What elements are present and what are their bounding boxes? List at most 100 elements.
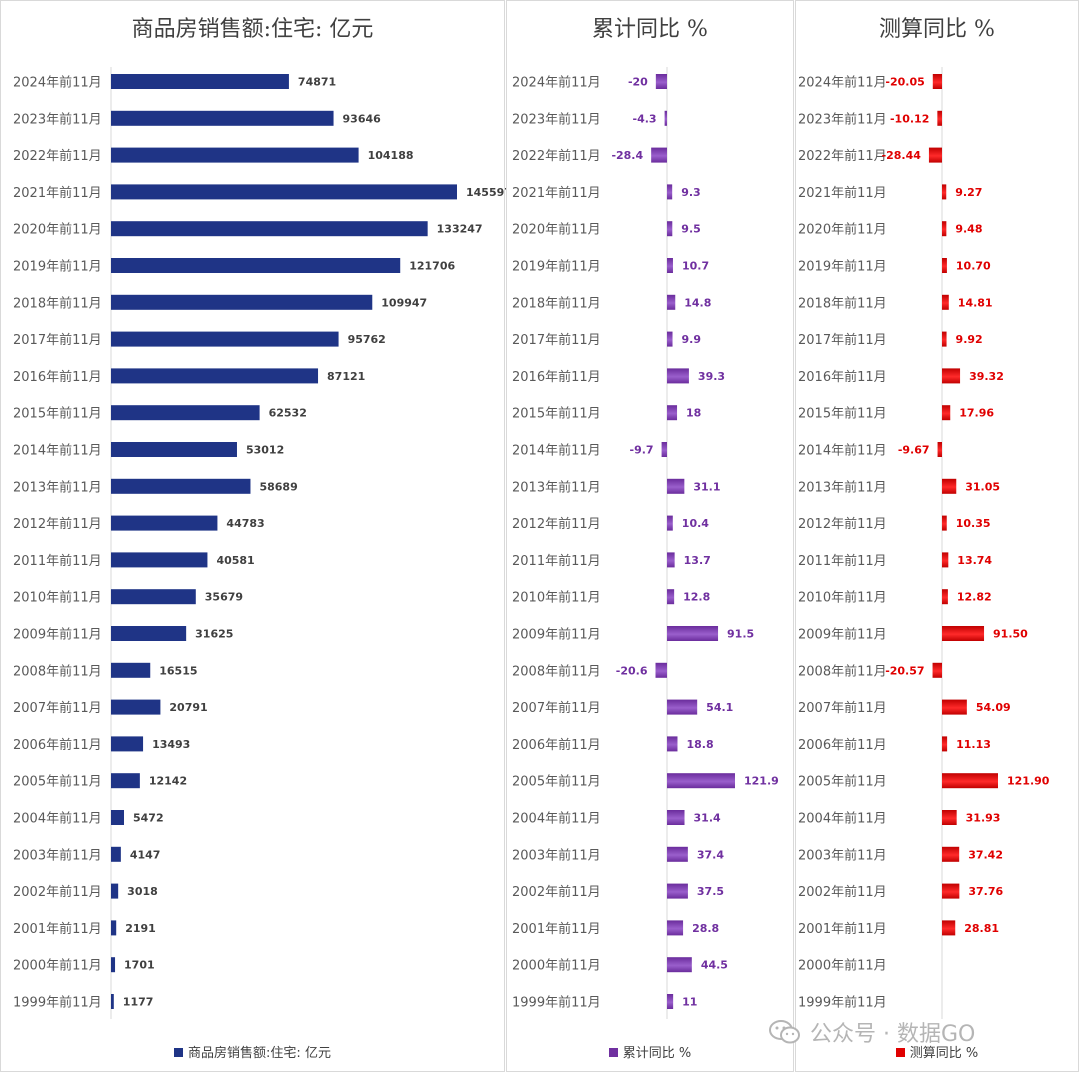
chart0-data-label: 44783 — [226, 517, 264, 530]
chart1-data-label: 91.5 — [727, 628, 754, 641]
chart2-bar — [942, 846, 960, 862]
chart0-bar — [111, 920, 117, 936]
chart0-category-label: 2007年前11月 — [13, 700, 102, 716]
chart1-bar — [667, 699, 698, 715]
chart1-data-label: -4.3 — [633, 112, 657, 125]
chart1-data-label: 39.3 — [698, 370, 725, 383]
chart1-bar — [667, 478, 685, 494]
chart2-data-label: 121.90 — [1007, 775, 1050, 788]
chart2-category-label: 2008年前11月 — [798, 663, 887, 679]
chart0-data-label: 3018 — [127, 885, 158, 898]
watermark-text: 公众号 · 数据GO — [810, 1022, 976, 1047]
chart1-data-label: 14.8 — [684, 296, 711, 309]
chart2-category-label: 2024年前11月 — [798, 75, 887, 91]
chart0-category-label: 2008年前11月 — [13, 663, 102, 679]
chart2-data-label: 31.05 — [965, 480, 1000, 493]
chart0-bar — [111, 552, 208, 568]
chart0-bar — [111, 736, 144, 752]
chart1-category-label: 2015年前11月 — [512, 406, 601, 422]
chart1-category-label: 2011年前11月 — [512, 553, 601, 569]
chart0-category-label: 2005年前11月 — [13, 774, 102, 790]
chart0-bar — [111, 74, 289, 89]
chart1-data-label: 9.5 — [681, 223, 701, 236]
chart2-category-label: 2003年前11月 — [798, 847, 887, 863]
chart0-category-label: 2024年前11月 — [13, 75, 102, 91]
chart1-category-label: 2000年前11月 — [512, 958, 601, 974]
chart2-bar — [942, 883, 960, 899]
chart1-data-label: 121.9 — [744, 775, 779, 788]
calculated-yoy-legend-label: 测算同比 % — [909, 1046, 979, 1061]
chart2-bar — [942, 920, 956, 936]
chart2-bar — [942, 405, 951, 421]
chart2-category-label: 2023年前11月 — [798, 111, 887, 127]
sales-chart-title: 商品房销售额:住宅: 亿元 — [131, 17, 374, 42]
chart2-data-label: 9.27 — [955, 186, 982, 199]
chart1-category-label: 2013年前11月 — [512, 479, 601, 495]
chart2-data-label: 10.70 — [956, 260, 991, 273]
chart0-data-label: 145597 — [466, 186, 506, 199]
chart2-bar — [942, 478, 957, 494]
chart1-category-label: 2004年前11月 — [512, 811, 601, 827]
chart2-data-label: 37.42 — [968, 848, 1003, 861]
chart1-bar — [655, 74, 667, 89]
chart1-data-label: -9.7 — [630, 444, 654, 457]
chart0-category-label: 2022年前11月 — [13, 148, 102, 164]
chart1-data-label: 18 — [686, 407, 701, 420]
chart0-bar — [111, 147, 359, 163]
chart0-bar — [111, 699, 161, 715]
chart0-category-label: 2013年前11月 — [13, 479, 102, 495]
cumulative-yoy-svg: 2024年前11月 -20 2023年前11月 -4.3 2022年前11月 -28.4 2… — [512, 67, 779, 1019]
chart2-data-label: 54.09 — [976, 701, 1011, 714]
chart2-category-label: 2001年前11月 — [798, 921, 887, 937]
chart1-data-label: 13.7 — [684, 554, 711, 567]
chart0-data-label: 121706 — [409, 260, 455, 273]
chart2-bar — [942, 736, 948, 752]
chart0-data-label: 62532 — [269, 407, 307, 420]
chart1-category-label: 2017年前11月 — [512, 332, 601, 348]
chart1-bar — [667, 773, 735, 789]
chart1-category-label: 2003年前11月 — [512, 847, 601, 863]
chart2-category-label: 2017年前11月 — [798, 332, 887, 348]
chart0-bar — [111, 331, 339, 347]
chart1-data-label: 11 — [682, 996, 697, 1009]
chart0-bar — [111, 662, 151, 678]
chart2-data-label: 39.32 — [969, 370, 1004, 383]
chart2-category-label: 2000年前11月 — [798, 958, 887, 974]
chart1-data-label: 28.8 — [692, 922, 719, 935]
chart2-category-label: 2011年前11月 — [798, 553, 887, 569]
chart0-data-label: 31625 — [195, 628, 233, 641]
chart2-bar — [942, 626, 985, 641]
calculated-yoy-legend: 测算同比 % — [796, 1042, 1078, 1061]
chart0-category-label: 2004年前11月 — [13, 811, 102, 827]
chart1-data-label: 18.8 — [686, 738, 713, 751]
chart2-data-label: 9.92 — [956, 333, 983, 346]
chart0-category-label: 2020年前11月 — [13, 222, 102, 238]
chart1-category-label: 2023年前11月 — [512, 111, 601, 127]
chart2-category-label: 2015年前11月 — [798, 406, 887, 422]
chart1-data-label: 44.5 — [701, 959, 728, 972]
chart2-bar — [937, 442, 942, 457]
chart0-data-label: 93646 — [343, 112, 382, 125]
chart1-data-label: -28.4 — [611, 149, 643, 162]
chart2-category-label: 2002年前11月 — [798, 884, 887, 900]
chart2-category-label: 2019年前11月 — [798, 259, 887, 275]
chart0-bar — [111, 589, 196, 605]
chart0-data-label: 4147 — [130, 848, 161, 861]
chart2-category-label: 2004年前11月 — [798, 811, 887, 827]
chart1-data-label: 9.9 — [682, 333, 702, 346]
chart0-bar — [111, 110, 334, 126]
chart2-bar — [932, 662, 942, 678]
chart0-category-label: 2010年前11月 — [13, 590, 102, 606]
cumulative-yoy-title: 累计同比 % — [592, 17, 708, 42]
chart1-category-label: 2014年前11月 — [512, 443, 601, 459]
chart2-bar — [942, 515, 947, 531]
chart0-data-label: 58689 — [259, 480, 297, 493]
chart0-bar — [111, 184, 457, 200]
watermark: 公众号 · 数据GO — [768, 1016, 975, 1048]
chart0-data-label: 35679 — [205, 591, 243, 604]
chart1-data-label: 10.7 — [682, 260, 709, 273]
chart1-bar — [667, 331, 673, 347]
chart0-data-label: 95762 — [348, 333, 386, 346]
chart1-category-label: 2021年前11月 — [512, 185, 601, 201]
